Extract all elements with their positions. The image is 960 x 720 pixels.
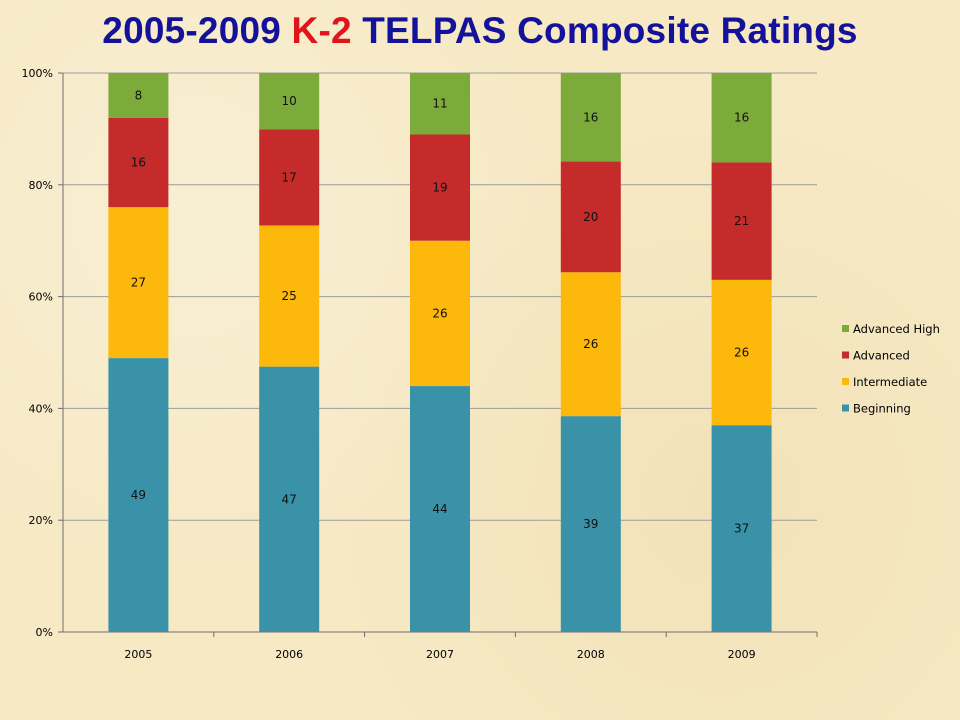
data-label: 20 bbox=[583, 210, 598, 224]
bar-segment bbox=[410, 386, 470, 632]
data-label: 26 bbox=[734, 346, 749, 360]
data-label: 27 bbox=[131, 276, 146, 290]
bar-segment bbox=[711, 162, 772, 280]
x-tick-label: 2009 bbox=[728, 648, 756, 661]
bar-segment bbox=[711, 279, 772, 426]
data-label: 39 bbox=[583, 517, 598, 531]
y-tick-label: 0% bbox=[36, 626, 53, 639]
bar-segment bbox=[259, 225, 320, 367]
data-label: 11 bbox=[432, 97, 447, 111]
data-label: 19 bbox=[432, 181, 447, 195]
y-tick-label: 80% bbox=[29, 179, 53, 192]
x-tick-label: 2005 bbox=[124, 648, 152, 661]
x-tick-label: 2007 bbox=[426, 648, 454, 661]
data-label: 26 bbox=[432, 306, 447, 320]
bar-segment bbox=[560, 272, 621, 417]
data-label: 16 bbox=[734, 111, 749, 125]
legend-swatch bbox=[842, 325, 849, 332]
bar-segment bbox=[560, 161, 621, 273]
legend-swatch bbox=[842, 351, 849, 359]
y-tick-label: 100% bbox=[22, 67, 53, 80]
legend-label: Intermediate bbox=[853, 375, 927, 389]
chart-title: 2005-2009 K-2 TELPAS Composite Ratings bbox=[0, 10, 960, 52]
data-label: 26 bbox=[583, 337, 598, 351]
data-label: 16 bbox=[131, 155, 146, 169]
bar-segment bbox=[410, 134, 470, 241]
bar-segment bbox=[259, 129, 320, 226]
bar-segment bbox=[108, 207, 169, 359]
bar-segment bbox=[560, 416, 621, 632]
x-tick-label: 2006 bbox=[275, 648, 303, 661]
bar-segment bbox=[108, 117, 169, 208]
bar-segment bbox=[560, 73, 621, 162]
data-label: 21 bbox=[734, 214, 749, 228]
data-label: 47 bbox=[282, 492, 297, 506]
y-tick-label: 60% bbox=[29, 291, 53, 304]
data-label: 37 bbox=[734, 522, 749, 536]
legend-label: Advanced High bbox=[853, 322, 940, 336]
data-label: 25 bbox=[282, 289, 297, 303]
data-label: 8 bbox=[135, 88, 143, 102]
data-label: 44 bbox=[432, 502, 447, 516]
legend-swatch bbox=[842, 404, 849, 412]
bar-segment bbox=[259, 366, 320, 632]
legend-swatch bbox=[842, 378, 849, 385]
bar-segment bbox=[410, 73, 470, 135]
bar-segment bbox=[711, 425, 772, 632]
data-label: 10 bbox=[282, 94, 297, 108]
y-tick-label: 40% bbox=[29, 402, 53, 415]
y-tick-label: 20% bbox=[29, 514, 53, 527]
bar-segment bbox=[410, 240, 470, 387]
title-rest: TELPAS Composite Ratings bbox=[351, 10, 858, 51]
data-label: 16 bbox=[583, 110, 598, 124]
bar-segment bbox=[108, 73, 169, 118]
data-label: 17 bbox=[282, 170, 297, 184]
legend-label: Advanced bbox=[853, 349, 910, 363]
data-label: 49 bbox=[131, 488, 146, 502]
bar-segment bbox=[711, 73, 772, 163]
legend-label: Beginning bbox=[853, 402, 911, 416]
bar-segment bbox=[259, 73, 320, 130]
title-grade: K-2 bbox=[291, 10, 352, 51]
title-years: 2005-2009 bbox=[102, 10, 292, 51]
bar-segment bbox=[108, 358, 169, 632]
x-tick-label: 2008 bbox=[577, 648, 605, 661]
